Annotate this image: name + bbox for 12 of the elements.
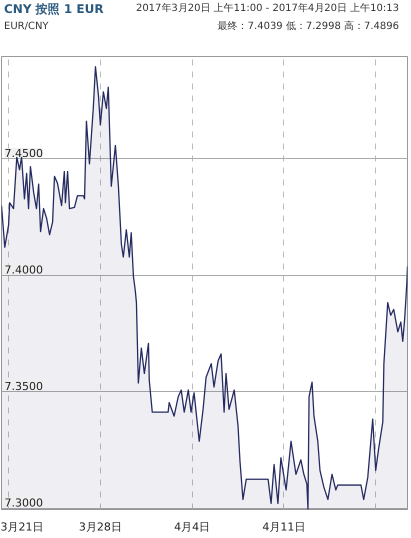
y-tick-label: 7.3500 (4, 380, 43, 393)
y-tick-label: 7.4500 (4, 146, 43, 160)
x-tick-label: 3月28日 (78, 520, 122, 534)
x-tick-label: 4月11日 (262, 520, 306, 534)
y-tick-label: 7.4000 (4, 263, 43, 276)
y-tick-label: 7.3000 (4, 496, 43, 510)
text: 2017年3月20日 上午11:00 - 2017年4月20日 上午10:13 (136, 2, 399, 16)
text: 最终：7.4039 低：7.2998 高：7.4896 (216, 20, 399, 34)
chart-title: CNY 按照 1 EUR (4, 1, 104, 18)
x-tick-label: 4月4日 (174, 520, 210, 534)
chart-subtitle: EUR/CNY (4, 20, 50, 34)
x-tick-label: 3月21日 (0, 520, 44, 534)
